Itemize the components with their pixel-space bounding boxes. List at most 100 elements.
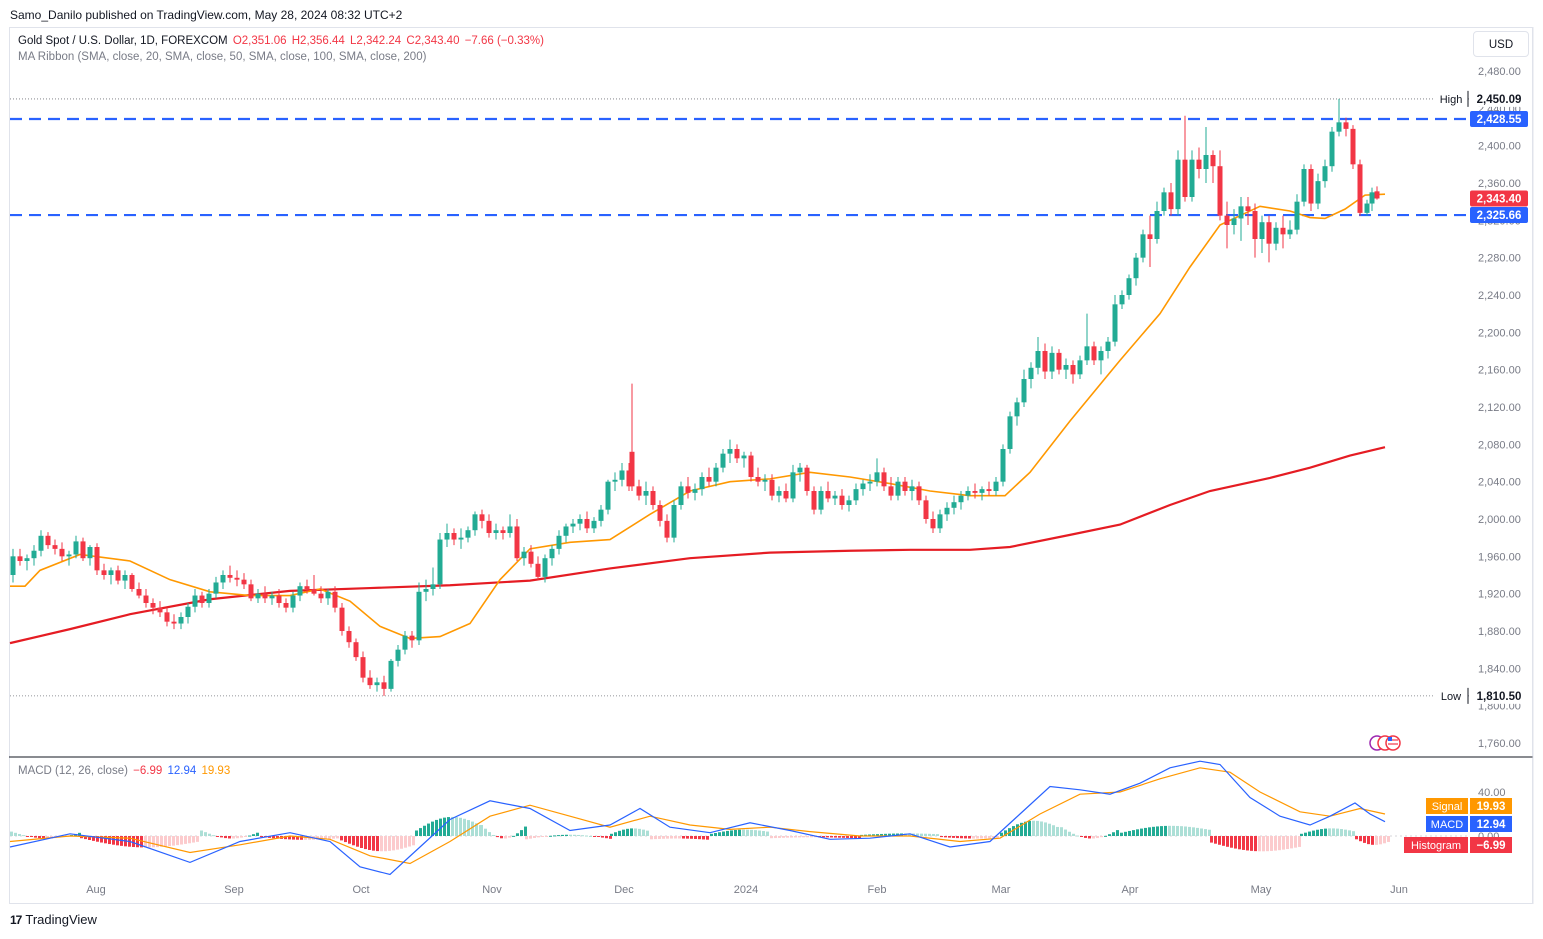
candle[interactable] bbox=[304, 586, 310, 589]
main-legend[interactable]: Gold Spot / U.S. Dollar, 1D, FOREXCOM O2… bbox=[18, 35, 546, 47]
candle[interactable] bbox=[664, 520, 670, 538]
candle[interactable] bbox=[636, 486, 642, 496]
candle[interactable] bbox=[895, 481, 901, 496]
candle[interactable] bbox=[45, 535, 51, 546]
candle[interactable] bbox=[713, 467, 719, 482]
candle[interactable] bbox=[423, 589, 429, 592]
candle[interactable] bbox=[1189, 159, 1195, 197]
candle[interactable] bbox=[80, 541, 86, 559]
candle[interactable] bbox=[591, 520, 597, 529]
candle[interactable] bbox=[846, 500, 852, 505]
candle[interactable] bbox=[944, 507, 950, 515]
candle[interactable] bbox=[87, 547, 93, 559]
candle[interactable] bbox=[521, 551, 527, 559]
candle[interactable] bbox=[1196, 159, 1202, 169]
candle[interactable] bbox=[741, 455, 747, 459]
candle[interactable] bbox=[1364, 203, 1370, 213]
candle[interactable] bbox=[157, 607, 163, 613]
candle[interactable] bbox=[234, 577, 240, 580]
sma-20-line[interactable] bbox=[10, 193, 1386, 640]
candle[interactable] bbox=[1350, 128, 1356, 165]
candle[interactable] bbox=[52, 545, 58, 549]
candle[interactable] bbox=[1266, 222, 1272, 244]
candle[interactable] bbox=[584, 519, 590, 529]
macd-legend[interactable]: MACD (12, 26, close) −6.99 12.94 19.93 bbox=[18, 765, 232, 777]
candle[interactable] bbox=[1070, 365, 1076, 375]
candle[interactable] bbox=[832, 495, 838, 499]
candle[interactable] bbox=[24, 558, 30, 561]
candle[interactable] bbox=[1168, 192, 1174, 210]
macd-line[interactable] bbox=[9, 760, 1386, 876]
candle[interactable] bbox=[1336, 122, 1342, 132]
candle[interactable] bbox=[1280, 227, 1286, 235]
candle[interactable] bbox=[1000, 449, 1006, 482]
candle[interactable] bbox=[451, 533, 457, 540]
candle[interactable] bbox=[685, 486, 691, 493]
candle[interactable] bbox=[353, 642, 359, 658]
candle[interactable] bbox=[1287, 229, 1293, 235]
candle[interactable] bbox=[1294, 201, 1300, 230]
candle[interactable] bbox=[185, 606, 191, 617]
candle[interactable] bbox=[1147, 234, 1153, 239]
candle[interactable] bbox=[213, 582, 219, 594]
candle[interactable] bbox=[129, 575, 135, 589]
candle[interactable] bbox=[1203, 155, 1209, 169]
candle[interactable] bbox=[1133, 257, 1139, 279]
candle[interactable] bbox=[269, 595, 275, 599]
candle[interactable] bbox=[923, 500, 929, 519]
candle[interactable] bbox=[1245, 206, 1251, 211]
candle[interactable] bbox=[360, 657, 366, 678]
candle[interactable] bbox=[1231, 218, 1237, 225]
candle[interactable] bbox=[73, 541, 79, 555]
candle[interactable] bbox=[643, 491, 649, 496]
candle[interactable] bbox=[549, 548, 555, 559]
candle[interactable] bbox=[727, 449, 733, 454]
currency-button[interactable]: USD bbox=[1473, 31, 1529, 57]
price-axis[interactable]: 2,480.002,440.002,400.002,360.002,320.00… bbox=[1478, 66, 1521, 750]
symbol-title[interactable]: Gold Spot / U.S. Dollar, 1D, FOREXCOM bbox=[18, 35, 228, 47]
candle[interactable] bbox=[657, 505, 663, 521]
candle[interactable] bbox=[1238, 206, 1244, 219]
candle[interactable] bbox=[1126, 278, 1132, 295]
candle[interactable] bbox=[1357, 164, 1363, 213]
macd-pane[interactable]: 40.000.00Signal19.93MACD12.94Histogram−6… bbox=[9, 760, 1512, 876]
candle[interactable] bbox=[94, 547, 100, 571]
candle[interactable] bbox=[979, 489, 985, 493]
candle[interactable] bbox=[818, 491, 824, 510]
candle[interactable] bbox=[458, 537, 464, 540]
candle[interactable] bbox=[937, 514, 943, 529]
candle[interactable] bbox=[619, 470, 625, 480]
candle[interactable] bbox=[514, 526, 520, 559]
candle[interactable] bbox=[59, 548, 65, 557]
candle[interactable] bbox=[734, 449, 740, 459]
candle[interactable] bbox=[31, 550, 37, 559]
candle[interactable] bbox=[1105, 341, 1111, 351]
candle[interactable] bbox=[255, 593, 261, 599]
candle[interactable] bbox=[755, 477, 761, 482]
candle[interactable] bbox=[388, 660, 394, 689]
candle[interactable] bbox=[1329, 131, 1335, 167]
candle[interactable] bbox=[626, 470, 632, 487]
candlestick-series[interactable] bbox=[10, 98, 1380, 696]
candle[interactable] bbox=[1098, 351, 1104, 361]
candle[interactable] bbox=[1042, 351, 1048, 372]
candle[interactable] bbox=[150, 603, 156, 608]
candle[interactable] bbox=[1063, 365, 1069, 370]
candle[interactable] bbox=[1112, 304, 1118, 342]
candle[interactable] bbox=[178, 617, 184, 624]
candle[interactable] bbox=[612, 479, 618, 482]
candle[interactable] bbox=[678, 486, 684, 505]
candle[interactable] bbox=[769, 479, 775, 496]
candle[interactable] bbox=[1161, 192, 1167, 211]
candle[interactable] bbox=[374, 682, 380, 686]
candle[interactable] bbox=[136, 589, 142, 596]
candle[interactable] bbox=[10, 556, 16, 575]
candle[interactable] bbox=[1182, 159, 1188, 197]
candle[interactable] bbox=[542, 558, 548, 577]
candle[interactable] bbox=[346, 631, 352, 643]
candle[interactable] bbox=[790, 472, 796, 499]
candle[interactable] bbox=[241, 579, 247, 585]
candle[interactable] bbox=[1308, 169, 1314, 204]
candle[interactable] bbox=[164, 612, 170, 622]
